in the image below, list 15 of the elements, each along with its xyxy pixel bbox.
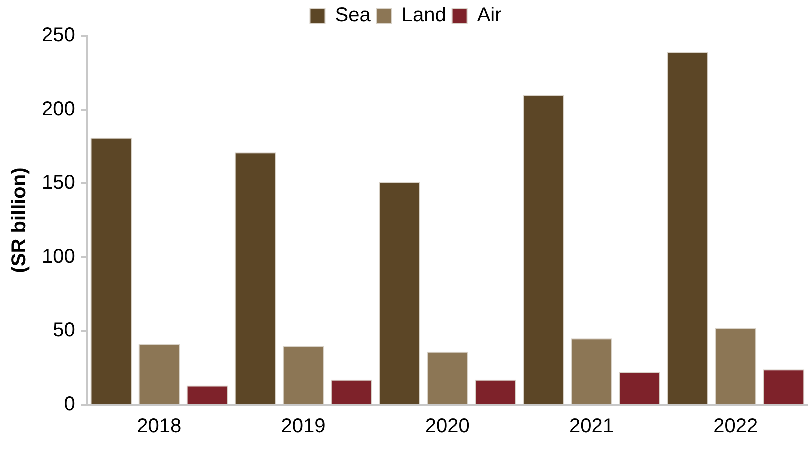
- legend-label: Land: [402, 4, 446, 27]
- x-tick-label: 2018: [137, 416, 182, 438]
- x-tick-label: 2020: [425, 416, 470, 438]
- x-tick-label: 2021: [570, 416, 614, 438]
- y-tick-label: 200: [42, 98, 76, 120]
- y-tick-label: 250: [42, 24, 76, 47]
- x-tick-label: 2022: [714, 416, 758, 438]
- y-tick-label: 50: [53, 320, 76, 342]
- y-axis-title: (SR billion): [8, 168, 31, 274]
- y-tick-label: 100: [42, 246, 76, 268]
- x-tick-label: 2019: [281, 416, 326, 438]
- y-tick-label: 150: [42, 172, 76, 194]
- legend-label: Sea: [335, 4, 372, 27]
- y-tick-label: 0: [64, 394, 76, 416]
- legend-label: Air: [477, 4, 502, 27]
